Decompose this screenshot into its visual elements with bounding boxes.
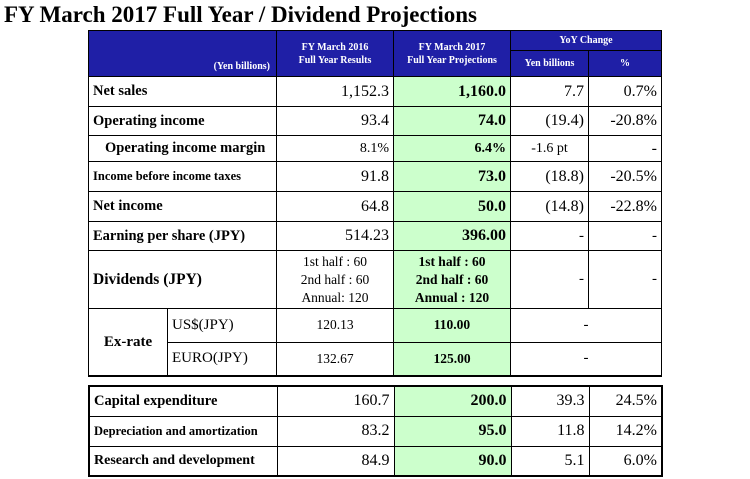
row-label: Net sales [88,76,277,107]
prev-year-header-line2: Full Year Results [298,54,372,66]
row-label: Operating income [88,106,277,136]
unit-label: (Yen billions) [213,61,270,72]
prev-value: 1,152.3 [276,76,394,107]
projection-header-line1: FY March 2017 [418,41,486,53]
table-row: Research and development 84.9 90.0 5.1 6… [88,445,663,477]
exrate-euro-label: EURO(JPY) [167,342,276,375]
prev-value: 64.8 [276,191,394,222]
yoy-pct: - [588,135,662,162]
proj-value: 200.0 [393,385,512,417]
row-label: Depreciation and amortization [88,415,278,447]
yoy-pct: 24.5% [588,385,663,417]
dividend-proj-annual: Annual : 120 [414,289,490,305]
yoy-pct: 0.7% [588,76,662,107]
yoy-value: - [510,250,589,309]
yoy-yen-header: Yen billions [510,50,589,77]
table-row: Income before income taxes 91.8 73.0 (18… [88,161,662,192]
yoy-value: (18.8) [510,161,589,192]
yoy-value: -1.6 pt [510,135,589,162]
row-label: Earning per share (JPY) [88,221,277,251]
yoy-pct: - [588,250,662,309]
prev-value: 160.7 [276,385,395,417]
yoy-header: YoY Change [510,30,662,51]
table-row: Depreciation and amortization 83.2 95.0 … [88,415,663,447]
dividend-prev-second-half: 2nd half : 60 [300,271,370,287]
dividend-proj: 1st half : 60 2nd half : 60 Annual : 120 [393,250,511,309]
yoy-pct: -22.8% [588,191,662,222]
euro-yoy: - [510,341,662,377]
yoy-pct: -20.8% [588,106,662,136]
proj-value: 6.4% [393,135,511,162]
prev-year-header: FY March 2016 Full Year Results [276,30,394,77]
page-title: FY March 2017 Full Year / Dividend Proje… [4,2,477,27]
exrate-subtable: Ex-rate US$(JPY) EURO(JPY) [90,309,276,375]
yoy-value: - [510,221,589,251]
prev-year-header-line1: FY March 2016 [301,41,369,53]
dividend-proj-second-half: 2nd half : 60 [415,271,489,287]
yoy-value: 11.8 [510,415,590,447]
exrate-usd-row: Ex-rate US$(JPY) EURO(JPY) 120.13 110.00… [88,308,662,377]
proj-value: 50.0 [393,191,511,222]
row-label: Dividends (JPY) [88,250,277,309]
usd-yoy: - [510,308,662,343]
yoy-pct: -20.5% [588,161,662,192]
projection-header-line2: Full Year Projections [407,54,497,66]
exrate-euro-row: 132.67 125.00 - [89,341,662,377]
proj-value: 1,160.0 [393,76,511,107]
yoy-value: 7.7 [510,76,589,107]
capex-table: Capital expenditure 160.7 200.0 39.3 24.… [88,385,663,477]
table-row: Earning per share (JPY) 514.23 396.00 - … [88,221,662,251]
dividend-proj-first-half: 1st half : 60 [418,253,486,269]
prev-value: 514.23 [276,221,394,251]
yoy-pct: - [588,221,662,251]
proj-value: 73.0 [393,161,511,192]
prev-value: 84.9 [276,445,395,477]
dividend-prev-first-half: 1st half : 60 [302,253,368,269]
yoy-value: (14.8) [510,191,589,222]
proj-value: 396.00 [393,221,511,251]
prev-value: 91.8 [276,161,394,192]
table-row: Capital expenditure 160.7 200.0 39.3 24.… [88,385,663,417]
yoy-value: (19.4) [510,106,589,136]
proj-value: 90.0 [393,445,512,477]
table-row: Operating income margin 8.1% 6.4% -1.6 p… [88,135,662,162]
usd-prev: 120.13 [276,308,394,343]
exrate-usd-label: US$(JPY) [167,309,276,343]
dividend-prev-annual: Annual: 120 [301,289,369,305]
table-row: Operating income 93.4 74.0 (19.4) -20.8% [88,106,662,136]
yoy-value: 39.3 [510,385,590,417]
row-label: Income before income taxes [88,161,277,192]
row-label: Capital expenditure [88,385,278,417]
yoy-pct: 14.2% [588,415,663,447]
dividends-row: Dividends (JPY) 1st half : 60 2nd half :… [88,250,662,309]
yoy-pct-header: % [588,50,662,77]
projection-header: FY March 2017 Full Year Projections [393,30,511,77]
row-label: Research and development [88,445,278,477]
unit-header-cell: (Yen billions) [88,30,277,77]
exrate-label: Ex-rate [103,333,153,350]
proj-value: 95.0 [393,415,512,447]
usd-proj: 110.00 [393,308,511,343]
euro-prev: 132.67 [276,341,394,377]
row-label: Operating income margin [88,135,277,162]
prev-value: 8.1% [276,135,394,162]
projections-table: (Yen billions) FY March 2016 Full Year R… [88,30,662,377]
euro-proj: 125.00 [393,341,511,377]
prev-value: 93.4 [276,106,394,136]
table-row: Net sales 1,152.3 1,160.0 7.7 0.7% [88,76,662,107]
proj-value: 74.0 [393,106,511,136]
table-row: Net income 64.8 50.0 (14.8) -22.8% [88,191,662,222]
yoy-pct: 6.0% [588,445,663,477]
yoy-value: 5.1 [510,445,590,477]
prev-value: 83.2 [276,415,395,447]
exrate-label-cell: Ex-rate US$(JPY) EURO(JPY) [88,308,277,377]
row-label: Net income [88,191,277,222]
dividend-prev: 1st half : 60 2nd half : 60 Annual: 120 [276,250,394,309]
